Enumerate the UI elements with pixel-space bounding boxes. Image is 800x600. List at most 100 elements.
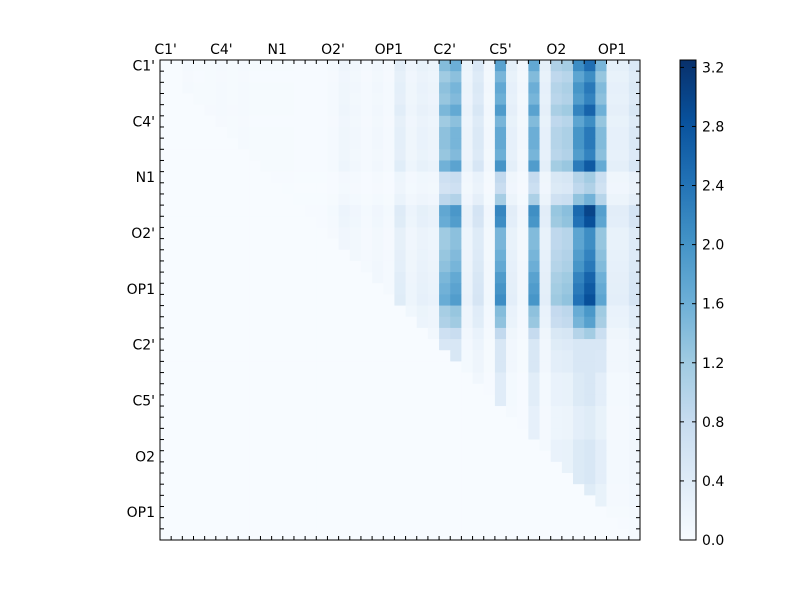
heatmap-cell (182, 104, 194, 117)
heatmap-cell (383, 160, 395, 173)
heatmap-cell (293, 428, 306, 440)
y-tick-label: O2 (135, 449, 155, 465)
heatmap-cell (450, 82, 462, 94)
heatmap-cell (405, 294, 418, 306)
x-tick-label: OP1 (598, 42, 626, 58)
heatmap-cell (193, 316, 206, 329)
heatmap-cell (282, 406, 295, 418)
heatmap-cell (305, 327, 317, 340)
heatmap-cell (360, 406, 373, 418)
heatmap-cell (182, 528, 194, 541)
heatmap-cell (528, 506, 540, 519)
heatmap-cell (506, 361, 518, 373)
heatmap-cell (360, 484, 373, 496)
heatmap-cell (416, 339, 429, 351)
heatmap-cell (204, 193, 217, 206)
heatmap-cell (305, 361, 317, 373)
heatmap-cell (561, 93, 574, 106)
heatmap-cell (461, 138, 473, 150)
heatmap-cell (193, 227, 206, 239)
heatmap-cell (528, 115, 540, 128)
heatmap-cell (349, 115, 362, 128)
heatmap-cell (561, 439, 574, 452)
heatmap-cell (472, 294, 485, 306)
heatmap-cell (383, 249, 395, 262)
heatmap-cell (215, 182, 228, 195)
heatmap-cell (394, 238, 406, 251)
heatmap-cell (193, 126, 206, 139)
heatmap-cell (249, 160, 261, 173)
heatmap-cell (226, 439, 239, 452)
heatmap-cell (204, 283, 217, 295)
heatmap-cell (238, 417, 250, 429)
heatmap-cell (439, 216, 451, 228)
heatmap-cell (439, 171, 451, 184)
heatmap-cell (483, 383, 496, 396)
heatmap-cell (472, 417, 485, 429)
y-tick-label: OP1 (127, 505, 155, 521)
heatmap-cell (584, 294, 596, 306)
heatmap-cell (260, 450, 273, 463)
heatmap-cell (193, 260, 206, 273)
heatmap-cell (160, 126, 172, 139)
heatmap-cell (550, 473, 563, 485)
heatmap-cell (360, 383, 373, 396)
heatmap-cell (293, 372, 306, 385)
heatmap-cell (628, 517, 641, 530)
heatmap-cell (472, 428, 485, 440)
heatmap-cell (573, 473, 585, 485)
heatmap-cell (249, 517, 261, 530)
heatmap-cell (617, 305, 630, 318)
heatmap-cell (506, 227, 518, 239)
heatmap-cell (617, 60, 630, 72)
heatmap-cell (327, 517, 339, 530)
heatmap-cell (595, 406, 607, 418)
heatmap-cell (416, 473, 429, 485)
heatmap-cell (561, 71, 574, 83)
heatmap-cell (573, 126, 585, 139)
heatmap-cell (439, 439, 451, 452)
heatmap-cell (517, 272, 529, 284)
heatmap-cell (483, 193, 496, 206)
heatmap-cell (215, 82, 228, 94)
heatmap-cell (517, 495, 529, 507)
heatmap-cell (215, 283, 228, 295)
heatmap-cell (182, 428, 194, 440)
heatmap-cell (383, 193, 395, 206)
heatmap-cell (506, 238, 518, 251)
heatmap-cell (595, 506, 607, 519)
heatmap-cell (573, 372, 585, 385)
heatmap-cell (271, 238, 284, 251)
heatmap-cell (517, 450, 529, 463)
heatmap-cell (550, 361, 563, 373)
heatmap-cell (506, 205, 518, 217)
heatmap-cell (416, 361, 429, 373)
heatmap-cell (282, 182, 295, 195)
heatmap-cell (282, 484, 295, 496)
heatmap-cell (383, 316, 395, 329)
heatmap-cell (506, 439, 518, 452)
heatmap-cell (394, 372, 406, 385)
heatmap-cell (160, 461, 172, 474)
heatmap-cell (260, 406, 273, 418)
heatmap-cell (204, 216, 217, 228)
heatmap-cell (416, 528, 429, 541)
heatmap-cell (494, 138, 507, 150)
heatmap-cell (617, 517, 630, 530)
heatmap-cell (517, 316, 529, 329)
heatmap-cell (349, 238, 362, 251)
heatmap-cell (193, 327, 206, 340)
minor-ticks (159, 59, 641, 541)
heatmap-cell (561, 182, 574, 195)
heatmap-cell (260, 383, 273, 396)
heatmap-cell (372, 473, 384, 485)
heatmap-cell (595, 82, 607, 94)
heatmap-cell (271, 160, 284, 173)
heatmap-cell (561, 283, 574, 295)
heatmap-cell (550, 193, 563, 206)
heatmap-cell (204, 305, 217, 318)
heatmap-cells (160, 60, 641, 541)
heatmap-cell (171, 104, 183, 117)
heatmap-cell (617, 316, 630, 329)
heatmap-cell (450, 528, 462, 541)
